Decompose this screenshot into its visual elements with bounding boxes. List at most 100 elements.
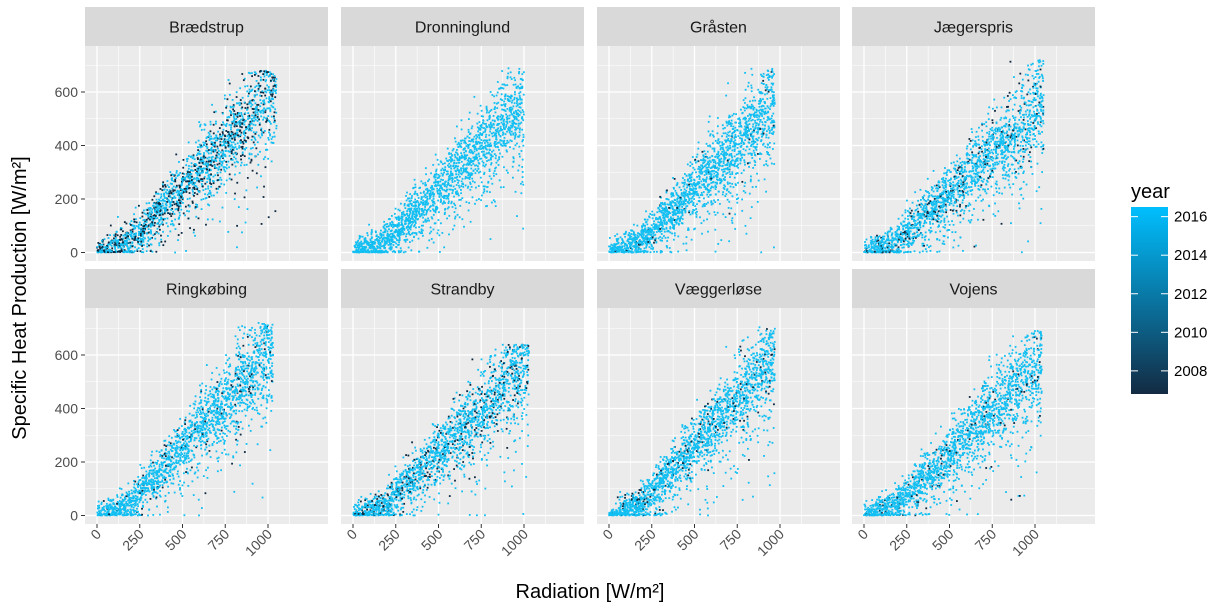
data-point xyxy=(230,137,233,140)
data-point xyxy=(238,145,241,147)
data-point xyxy=(500,114,503,116)
data-point xyxy=(462,167,465,170)
data-point xyxy=(236,115,239,118)
data-point xyxy=(144,223,147,226)
data-point xyxy=(410,203,413,205)
data-point xyxy=(208,179,211,182)
data-point xyxy=(168,190,171,193)
data-point xyxy=(154,217,157,220)
data-point xyxy=(158,198,160,201)
data-point xyxy=(752,125,754,128)
data-point xyxy=(388,218,391,220)
data-point xyxy=(469,149,472,151)
data-point xyxy=(483,171,486,174)
data-point xyxy=(165,202,168,205)
data-point xyxy=(213,137,215,140)
data-point xyxy=(129,229,132,232)
data-point xyxy=(113,237,115,240)
data-point xyxy=(121,238,124,241)
data-point xyxy=(241,154,244,156)
data-point xyxy=(464,175,467,178)
data-point xyxy=(161,189,164,192)
y-axis-title: Specific Heat Production [W/m²] xyxy=(9,156,31,439)
data-point xyxy=(229,105,232,108)
data-point xyxy=(738,122,740,125)
data-point xyxy=(104,246,107,248)
data-point xyxy=(275,111,278,114)
data-point xyxy=(420,230,423,233)
data-point xyxy=(467,209,470,212)
data-point xyxy=(726,166,729,169)
data-point xyxy=(204,182,207,185)
data-point xyxy=(443,189,446,192)
data-point xyxy=(721,146,724,149)
data-point xyxy=(722,213,725,216)
data-point xyxy=(683,196,686,198)
data-point xyxy=(498,156,501,158)
data-point xyxy=(176,175,179,177)
data-point xyxy=(512,119,515,122)
data-point xyxy=(154,209,157,212)
data-point xyxy=(215,136,218,139)
data-point xyxy=(101,246,104,248)
data-point xyxy=(405,195,407,197)
data-point xyxy=(709,175,711,178)
data-point xyxy=(641,243,644,246)
data-point xyxy=(420,228,423,231)
data-point xyxy=(143,209,145,212)
data-point xyxy=(248,153,251,156)
data-point xyxy=(260,78,262,81)
data-point xyxy=(518,145,521,148)
data-point xyxy=(663,217,666,220)
data-point xyxy=(486,109,489,112)
data-point xyxy=(413,225,415,228)
data-point xyxy=(405,227,408,229)
data-point xyxy=(508,109,511,112)
data-point xyxy=(518,114,521,116)
data-point xyxy=(147,231,150,234)
data-point xyxy=(432,213,435,216)
data-point xyxy=(515,87,518,89)
data-point xyxy=(111,247,114,250)
data-point xyxy=(413,178,416,181)
data-point xyxy=(212,141,214,144)
data-point xyxy=(188,165,190,167)
data-point xyxy=(503,100,505,103)
data-point xyxy=(164,203,167,206)
data-point xyxy=(244,134,246,137)
data-point xyxy=(369,247,372,250)
data-point xyxy=(379,243,382,245)
data-point xyxy=(363,238,366,240)
data-point xyxy=(106,234,109,236)
data-point xyxy=(488,148,491,151)
data-point xyxy=(688,173,691,176)
data-point xyxy=(509,96,512,99)
data-point xyxy=(238,119,241,122)
data-point xyxy=(646,229,649,232)
data-point xyxy=(501,115,504,118)
data-point xyxy=(461,171,464,174)
data-point xyxy=(173,195,176,198)
data-point xyxy=(507,128,510,130)
data-point xyxy=(218,185,221,188)
data-point xyxy=(193,194,195,197)
data-point xyxy=(147,215,150,218)
data-point xyxy=(657,221,660,223)
data-point xyxy=(770,121,772,124)
data-point xyxy=(469,174,472,177)
data-point xyxy=(364,245,367,248)
data-point xyxy=(694,190,697,193)
data-point xyxy=(243,131,245,134)
data-point xyxy=(259,84,262,87)
data-point xyxy=(470,127,473,130)
data-point xyxy=(374,248,377,251)
data-point xyxy=(701,183,704,186)
data-point xyxy=(404,220,406,223)
data-point xyxy=(640,229,643,232)
data-point xyxy=(442,179,444,181)
data-point xyxy=(485,140,488,143)
data-point xyxy=(171,179,173,182)
data-point xyxy=(147,228,150,230)
data-point xyxy=(403,232,406,235)
data-point xyxy=(768,76,771,79)
